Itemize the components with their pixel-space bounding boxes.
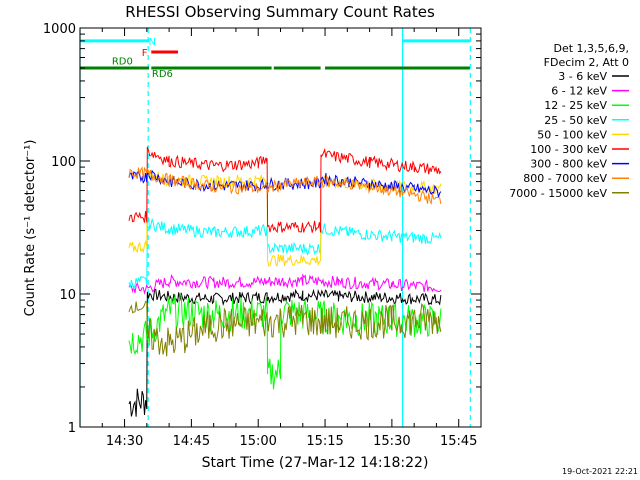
x-axis-label: Start Time (27-Mar-12 14:18:22) xyxy=(202,455,429,471)
axis-ticks: 1 10 100 1000 14:30 14:45 15:00 15:15 15:30 15:45 xyxy=(43,22,482,449)
legend-entry-label: 3 - 6 keV xyxy=(558,70,607,83)
y-tick-label: 100 xyxy=(51,155,76,170)
series-layer xyxy=(79,28,471,427)
legend-entry-label: 7000 - 15000 keV xyxy=(509,187,607,200)
series-line xyxy=(128,146,442,234)
legend-header: Det 1,3,5,6,9, xyxy=(553,42,629,55)
y-tick-label: 1000 xyxy=(43,22,76,37)
legend-entry-label: 12 - 25 keV xyxy=(544,99,607,112)
annotation-bars: NF RD0 RD6 xyxy=(80,37,470,80)
legend-entry-label: 50 - 100 keV xyxy=(537,128,607,141)
legend-entry-label: 100 - 300 keV xyxy=(530,143,607,156)
series-line xyxy=(128,300,442,357)
chart-title: RHESSI Observing Summary Count Rates xyxy=(125,3,435,21)
x-tick-label: 15:45 xyxy=(440,434,477,449)
annotation-bar-label: F xyxy=(142,48,148,59)
annotation-bar-label: RD6 xyxy=(152,69,173,80)
legend-entry-label: 6 - 12 keV xyxy=(551,85,607,98)
x-tick-label: 15:00 xyxy=(239,434,276,449)
x-tick-label: 14:45 xyxy=(173,434,210,449)
series-line xyxy=(128,288,442,417)
series-line xyxy=(128,273,442,295)
series-line xyxy=(128,166,442,205)
series-line xyxy=(128,170,442,267)
x-tick-label: 15:30 xyxy=(373,434,410,449)
y-tick-label: 1 xyxy=(68,421,76,436)
footer-date: 19-Oct-2021 22:21 xyxy=(562,467,638,476)
annotation-bar-label: RD0 xyxy=(112,56,133,67)
y-axis-label: Count Rate (s⁻¹ detector⁻¹) xyxy=(23,140,38,317)
x-tick-label: 15:15 xyxy=(306,434,343,449)
annotation-bar-label: N xyxy=(148,37,155,48)
y-tick-label: 10 xyxy=(59,288,76,303)
legend-entry-label: 300 - 800 keV xyxy=(530,158,607,171)
x-tick-label: 14:30 xyxy=(106,434,143,449)
legend-header: FDecim 2, Att 0 xyxy=(544,56,629,69)
series-line xyxy=(128,217,442,291)
legend: Det 1,3,5,6,9,FDecim 2, Att 03 - 6 keV 6 … xyxy=(509,42,629,200)
legend-entry-label: 800 - 7000 keV xyxy=(523,172,607,185)
legend-entry-label: 25 - 50 keV xyxy=(544,114,607,127)
